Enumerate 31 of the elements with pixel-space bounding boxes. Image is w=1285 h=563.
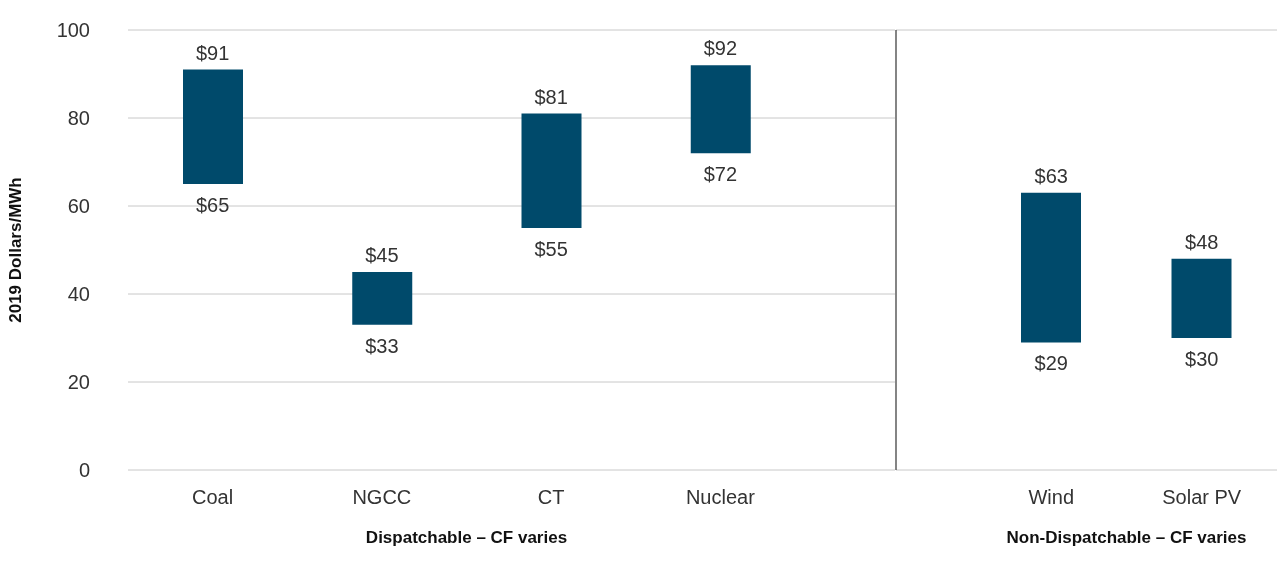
y-tick-label: 60 xyxy=(67,195,90,218)
y-axis-title: 2019 Dollars/MWh xyxy=(6,177,26,323)
x-tick-label: CT xyxy=(537,486,565,509)
annotation: $30 xyxy=(1185,348,1219,370)
bar xyxy=(690,65,751,154)
annotation: $65 xyxy=(195,194,230,216)
annotation: $33 xyxy=(365,334,399,357)
annotation: $92 xyxy=(703,37,738,60)
y-tick-label: 40 xyxy=(67,283,90,306)
text: Dispatchable – CF varies xyxy=(365,528,568,547)
annotation: $55 xyxy=(534,238,568,260)
x-tick-label: Nuclear xyxy=(685,486,756,509)
text: Non-Dispatchable – CF varies xyxy=(1006,528,1247,547)
annotation: $48 xyxy=(1185,230,1219,253)
y-tick-label: 0 xyxy=(78,459,90,482)
bar xyxy=(352,272,413,325)
y-tick-label: 100 xyxy=(56,19,90,42)
x-tick-label: Solar PV xyxy=(1162,486,1242,509)
y-tick-label: 80 xyxy=(67,107,90,130)
annotation: $29 xyxy=(1034,352,1068,375)
annotation: $81 xyxy=(534,85,568,108)
annotation: $63 xyxy=(1034,164,1068,187)
bar xyxy=(521,113,582,228)
annotation: $72 xyxy=(703,163,738,186)
x-tick-label: Coal xyxy=(192,486,234,509)
x-tick-label: NGCC xyxy=(352,486,412,509)
bar xyxy=(183,69,243,184)
annotation: $91 xyxy=(195,41,230,64)
y-tick-label: 20 xyxy=(67,371,90,394)
x-tick-label: Wind xyxy=(1028,486,1075,509)
annotation: $45 xyxy=(365,244,399,266)
